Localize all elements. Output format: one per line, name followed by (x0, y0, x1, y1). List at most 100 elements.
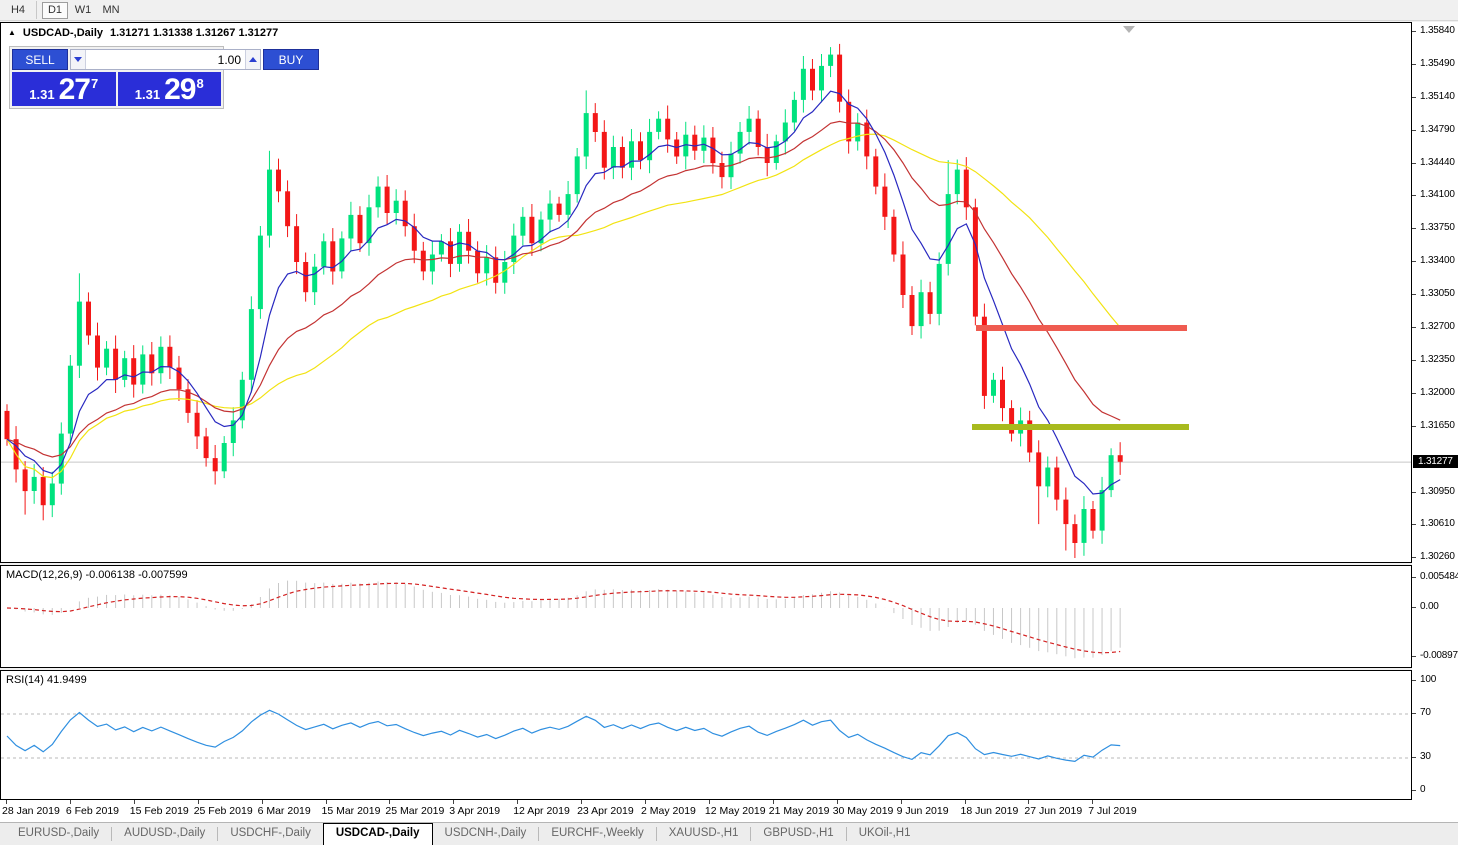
date-label: 25 Mar 2019 (385, 805, 445, 817)
tab-separator (750, 827, 752, 841)
volume-stepper (70, 49, 261, 70)
moving-average-line (6, 90, 1121, 495)
macd-scale-label: 0.005484 (1420, 571, 1458, 582)
ohlc-readout: 1.31271 1.31338 1.31267 1.31277 (110, 27, 279, 39)
date-label: 28 Jan 2019 (2, 805, 60, 817)
timeframe-button-mn[interactable]: MN (98, 2, 124, 19)
timeframe-button-w1[interactable]: W1 (70, 2, 96, 19)
buy-price-display[interactable]: 1.31 29 8 (117, 72, 221, 106)
price-tick-label: 1.30950 (1420, 485, 1455, 497)
date-label: 6 Mar 2019 (257, 805, 311, 817)
collapse-triangle-icon[interactable]: ▲ (8, 28, 16, 37)
symbol-title: USDCAD-,Daily (22, 27, 103, 39)
price-axis[interactable]: 1.31277 1.35840 1.35490 1.35140 1.34790 1.34… (1412, 22, 1458, 822)
price-tick-label: 1.34100 (1420, 189, 1455, 201)
rsi-scale-label: 0 (1420, 784, 1426, 795)
tab-separator (538, 827, 540, 841)
price-tick-label: 1.34790 (1420, 123, 1455, 135)
sell-price-prefix: 1.31 (29, 87, 55, 102)
buy-price-pipette: 8 (196, 76, 204, 91)
tab-separator (111, 827, 113, 841)
rsi-line (6, 709, 1121, 763)
sell-price-display[interactable]: 1.31 27 7 (12, 72, 116, 106)
chart-tab-bar: EURUSD-,Daily AUDUSD-,Daily USDCHF-,Daily U… (0, 822, 1458, 845)
date-label: 2 May 2019 (641, 805, 696, 817)
macd-indicator-pane[interactable]: MACD(12,26,9) -0.006138 -0.007599 (0, 565, 1412, 668)
macd-scale-label: -0.008975 (1420, 650, 1458, 662)
rsi-scale-label: 100 (1420, 674, 1437, 685)
date-label: 7 Jul 2019 (1088, 805, 1137, 817)
timeframe-button-h4[interactable]: H4 (5, 2, 31, 19)
date-axis[interactable]: 28 Jan 2019 6 Feb 2019 15 Feb 2019 25 Feb 2… (0, 800, 1412, 822)
rsi-label: RSI(14) 41.9499 (6, 674, 87, 686)
date-label: 9 Jun 2019 (896, 805, 949, 817)
price-tick-label: 1.35140 (1420, 90, 1455, 102)
date-label: 23 Apr 2019 (577, 805, 634, 817)
price-tick-label: 1.32000 (1420, 386, 1455, 398)
buy-price-prefix: 1.31 (134, 87, 161, 102)
tab-gbpusd-h1[interactable]: GBPUSD-,H1 (763, 827, 834, 839)
tab-usdchf-daily[interactable]: USDCHF-,Daily (230, 827, 311, 839)
date-label: 3 Apr 2019 (449, 805, 501, 817)
date-label: 25 Feb 2019 (193, 805, 253, 817)
volume-input[interactable] (86, 50, 245, 69)
date-label: 27 Jun 2019 (1024, 805, 1083, 817)
price-tick-label: 1.30610 (1420, 518, 1455, 529)
macd-signal-line (6, 582, 1121, 654)
timeframe-toolbar: H4 D1 W1 MN (0, 0, 1458, 21)
sell-price-pipette: 7 (90, 76, 99, 91)
tab-audusd-daily[interactable]: AUDUSD-,Daily (124, 827, 206, 839)
date-label: 18 Jun 2019 (960, 805, 1019, 817)
buy-button[interactable]: BUY (263, 49, 319, 70)
tab-ukoil-h1[interactable]: UKOil-,H1 (858, 827, 911, 839)
rsi-indicator-pane[interactable]: RSI(14) 41.9499 (0, 670, 1412, 800)
date-label: 15 Mar 2019 (321, 805, 381, 817)
price-tick-label: 1.34440 (1420, 156, 1455, 168)
macd-chart (6, 580, 1121, 659)
date-label: 21 May 2019 (768, 805, 830, 817)
toolbar-separator (36, 1, 37, 19)
price-tick-label: 1.35840 (1420, 25, 1455, 36)
date-label: 12 Apr 2019 (513, 805, 570, 817)
price-tick-label: 1.33400 (1420, 255, 1455, 266)
date-label: 6 Feb 2019 (65, 805, 120, 817)
date-label: 15 Feb 2019 (129, 805, 189, 817)
tab-eurchf-weekly[interactable]: EURCHF-,Weekly (551, 827, 644, 839)
price-tick-label: 1.35490 (1420, 57, 1455, 69)
volume-increase-button[interactable] (245, 50, 260, 69)
current-price-tag: 1.31277 (1413, 455, 1458, 469)
resistance-line[interactable] (976, 325, 1187, 331)
sell-price-big: 27 (58, 73, 91, 106)
date-label: 30 May 2019 (832, 805, 894, 817)
macd-scale-label: 0.00 (1420, 601, 1439, 612)
tab-eurusd-daily[interactable]: EURUSD-,Daily (18, 827, 100, 839)
buy-price-big: 29 (164, 73, 196, 106)
main-chart-pane[interactable]: ▲ USDCAD-,Daily 1.31271 1.31338 1.31267 … (0, 22, 1412, 563)
moving-average-line (6, 133, 1121, 479)
chevron-up-icon (249, 57, 257, 62)
price-tick-label: 1.32700 (1420, 320, 1455, 332)
chart-shift-marker-icon[interactable] (1123, 26, 1135, 33)
candlestick-chart[interactable] (1, 23, 1411, 562)
price-tick-label: 1.30260 (1420, 550, 1455, 562)
volume-decrease-button[interactable] (71, 50, 86, 69)
macd-label: MACD(12,26,9) -0.006138 -0.007599 (6, 569, 188, 581)
tab-usdcnh-daily[interactable]: USDCNH-,Daily (444, 827, 527, 839)
price-tick-label: 1.33050 (1420, 287, 1455, 299)
tab-separator (845, 827, 847, 841)
support-line[interactable] (972, 424, 1189, 430)
chart-header: ▲ USDCAD-,Daily 1.31271 1.31338 1.31267 … (8, 27, 278, 39)
chevron-down-icon (74, 57, 82, 62)
sell-button[interactable]: SELL (12, 49, 68, 70)
rsi-chart (1, 709, 1411, 763)
timeframe-button-d1[interactable]: D1 (42, 1, 68, 19)
price-tick-label: 1.32350 (1420, 353, 1455, 365)
tab-usdcad-daily[interactable]: USDCAD-,Daily (322, 823, 433, 845)
price-tick-label: 1.33750 (1420, 222, 1455, 233)
date-label: 12 May 2019 (704, 805, 766, 817)
tab-xauusd-h1[interactable]: XAUUSD-,H1 (668, 827, 739, 839)
rsi-scale-label: 70 (1420, 707, 1431, 718)
moving-average-line (6, 120, 1121, 458)
price-tick-label: 1.31650 (1420, 419, 1455, 431)
